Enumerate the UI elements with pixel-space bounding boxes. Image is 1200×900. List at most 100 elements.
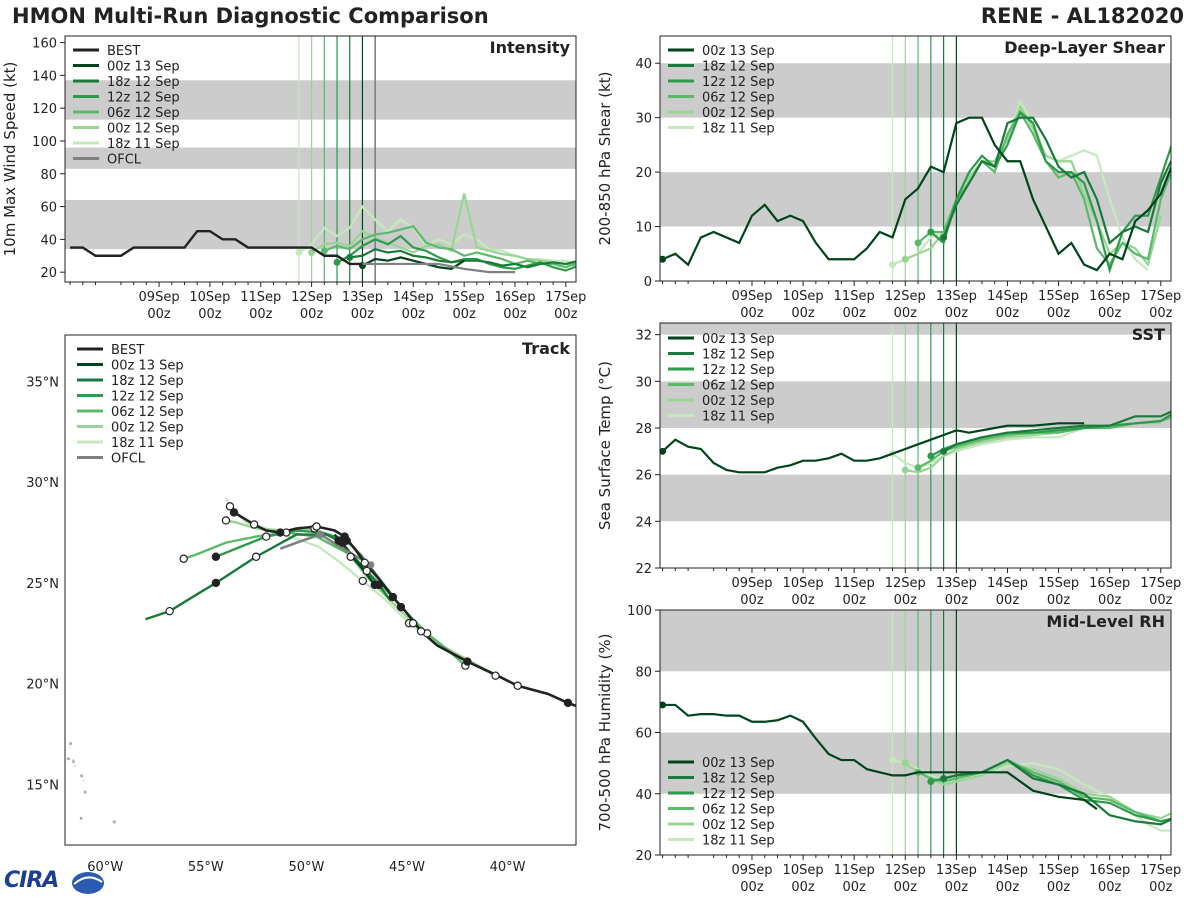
track-series-BEST (233, 511, 576, 708)
track-marker (221, 516, 231, 525)
rh-start-dot (927, 778, 935, 785)
rh-xtick-sublabel: 00z (1098, 880, 1122, 895)
track-marker (358, 576, 367, 586)
intensity-start-dot (295, 248, 303, 256)
intensity-xtick-label: 11Sep (240, 290, 281, 305)
shear-xtick-label: 17Sep (1140, 289, 1181, 304)
sst-xtick-label: 16Sep (1089, 576, 1130, 591)
sst-xtick-sublabel: 00z (894, 593, 918, 608)
intensity-plot-area (65, 36, 576, 282)
intensity-band-0 (65, 200, 576, 250)
track-lon-label: 55°W (188, 860, 224, 875)
rh-panel: 20 40 60 80 100 09Sep 00z 10Sep 00z 11Sep 00z 12Sep… (596, 604, 1181, 895)
rh-legend-entry: 18z 12 Sep (702, 772, 775, 787)
sst-xtick-sublabel: 00z (1149, 593, 1173, 608)
rh-start-dot (660, 701, 667, 709)
rh-xtick-sublabel: 00z (791, 880, 815, 895)
track-best-marker (249, 520, 259, 529)
logo-swirl (73, 876, 103, 885)
rh-xtick-label: 10Sep (783, 863, 824, 878)
intensity-ytick-label: 80 (40, 168, 57, 183)
intensity-ytick-label: 100 (32, 135, 57, 150)
sst-start-dot (901, 466, 909, 474)
shear-legend-entry: 00z 13 Sep (702, 44, 775, 59)
sst-start-dot (914, 464, 922, 472)
rh-xtick-sublabel: 00z (1047, 880, 1071, 895)
rh-band-0 (660, 732, 1171, 794)
intensity-legend-entry: 00z 12 Sep (107, 122, 180, 137)
sst-band-2 (660, 323, 1171, 335)
shear-ytick-label: 0 (644, 275, 652, 290)
track-marker (165, 606, 174, 616)
shear-legend-entry: 18z 12 Sep (702, 60, 775, 75)
track-ofcl-marker (316, 530, 325, 539)
shear-xtick-sublabel: 00z (1149, 306, 1173, 321)
rh-panel-title: Mid-Level RH (1046, 612, 1165, 631)
intensity-xtick-label: 12Sep (291, 290, 332, 305)
rh-legend-entry: 12z 12 Sep (702, 787, 775, 802)
rh-xtick-sublabel: 00z (945, 880, 969, 895)
track-legend-entry: 00z 13 Sep (111, 359, 184, 374)
rh-ytick-label: 80 (635, 665, 652, 680)
intensity-xtick-sublabel: 00z (554, 307, 578, 322)
track-best-marker (463, 657, 472, 666)
shear-plot-area (660, 36, 1171, 281)
track-legend-entry: 18z 12 Sep (111, 374, 184, 389)
shear-start-dot (914, 239, 922, 247)
track-marker (179, 554, 188, 563)
intensity-start-dot (320, 247, 328, 255)
track-best-marker (340, 532, 349, 541)
intensity-legend-entry: 18z 12 Sep (107, 75, 180, 90)
intensity-xtick-label: 13Sep (342, 290, 383, 305)
intensity-legend-entry: 06z 12 Sep (107, 106, 180, 121)
sst-xtick-label: 17Sep (1140, 576, 1181, 591)
track-lon-label: 45°W (389, 860, 425, 875)
intensity-series-00z-13-Sep (361, 256, 465, 271)
sst-xtick-label: 10Sep (783, 576, 824, 591)
shear-xtick-sublabel: 00z (740, 306, 764, 321)
sst-band-0 (660, 474, 1171, 522)
track-legend-entry: BEST (111, 343, 144, 358)
intensity-start-dot (333, 258, 341, 266)
track-marker (346, 552, 355, 561)
cira-logo-text: CIRA (4, 868, 59, 893)
track-lat-label: 35°N (26, 375, 59, 390)
track-legend-entry: 06z 12 Sep (111, 405, 184, 420)
shear-ytick-label: 40 (635, 57, 652, 72)
sst-start-dot (660, 447, 667, 455)
rh-xtick-label: 09Sep (731, 863, 772, 878)
sst-panel: 22 24 26 28 30 32 09Sep 00z 10Sep 00z 11Sep 00z 12Se… (596, 322, 1181, 608)
shear-legend-entry: 06z 12 Sep (702, 91, 775, 106)
rh-xtick-label: 12Sep (885, 863, 926, 878)
intensity-series-12z-12-Sep (336, 234, 576, 272)
rh-band-1 (660, 610, 1171, 672)
intensity-band-2 (65, 80, 576, 120)
shear-xtick-label: 10Sep (783, 289, 824, 304)
track-marker (491, 671, 500, 680)
shear-xtick-label: 13Sep (936, 289, 977, 304)
sst-legend-entry: 12z 12 Sep (702, 363, 775, 378)
sst-xtick-sublabel: 00z (791, 593, 815, 608)
shear-xtick-sublabel: 00z (945, 306, 969, 321)
sst-legend-entry: 00z 12 Sep (702, 394, 775, 409)
sst-xtick-sublabel: 00z (945, 593, 969, 608)
sst-series-18z-12-Sep (943, 410, 1171, 453)
sst-xtick-sublabel: 00z (996, 593, 1020, 608)
shear-xtick-label: 11Sep (834, 289, 875, 304)
shear-xtick-sublabel: 00z (1047, 306, 1071, 321)
track-best-marker (563, 698, 573, 708)
intensity-xtick-sublabel: 00z (351, 307, 375, 322)
intensity-xtick-label: 09Sep (139, 290, 180, 305)
rh-xtick-label: 15Sep (1038, 863, 1079, 878)
intensity-start-dot (346, 253, 354, 261)
intensity-xtick-sublabel: 00z (249, 307, 273, 322)
shear-start-dot (660, 255, 667, 263)
intensity-series-BEST (70, 229, 363, 266)
track-best-marker (229, 508, 239, 517)
sst-ylabel: Sea Surface Temp (°C) (596, 361, 614, 530)
track-series-18z-11-Sep (224, 497, 499, 677)
sst-legend-entry: 00z 13 Sep (702, 332, 775, 347)
intensity-xtick-sublabel: 00z (503, 307, 527, 322)
intensity-xtick-label: 15Sep (444, 290, 485, 305)
shear-xtick-sublabel: 00z (842, 306, 866, 321)
